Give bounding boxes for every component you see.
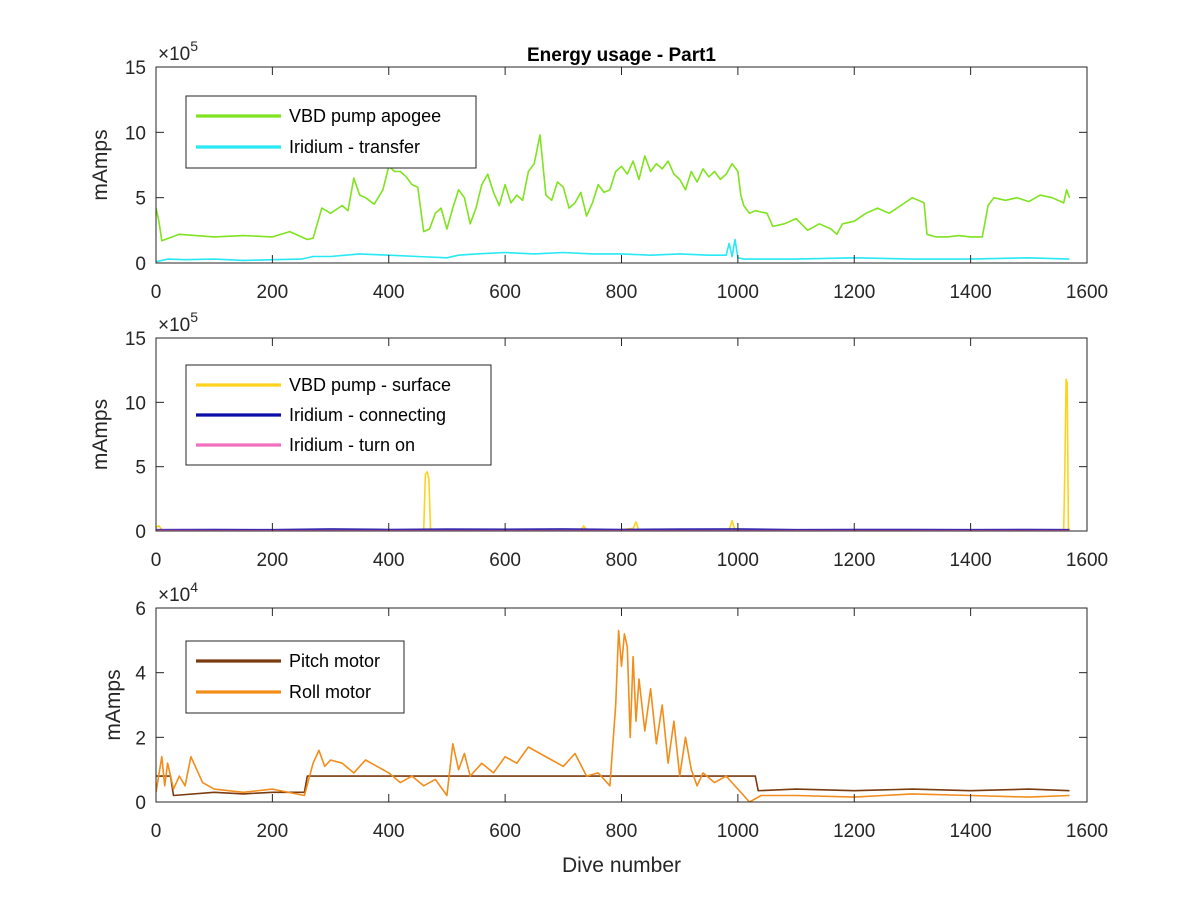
x-tick-label: 1400	[949, 282, 991, 303]
y-tick-label: 2	[135, 728, 146, 749]
x-tick-label: 600	[489, 821, 521, 842]
x-tick-label: 200	[257, 550, 289, 571]
y-exponent-base: ×10	[158, 44, 190, 65]
x-tick-label: 200	[257, 821, 289, 842]
y-tick-label: 6	[135, 599, 146, 620]
y-exponent-label: ×105	[158, 38, 198, 65]
x-tick-label: 600	[489, 550, 521, 571]
x-tick-label: 400	[373, 550, 405, 571]
chart-panel-3: 0 200 400 600 800 1000 1200 1400 16000246×104mAm…	[102, 579, 1108, 877]
series-line-1	[156, 134, 1071, 242]
x-tick-label: 1600	[1066, 282, 1108, 303]
series-group	[156, 134, 1071, 263]
x-tick-label: 1600	[1066, 550, 1108, 571]
legend-label-2: Iridium - transfer	[289, 137, 420, 157]
series-group	[156, 629, 1070, 802]
x-tick-label: 1000	[717, 821, 759, 842]
y-tick-label: 10	[125, 393, 146, 414]
y-exponent-label: ×105	[158, 309, 198, 336]
y-exponent-label: ×104	[158, 579, 198, 606]
series-line-2	[156, 629, 1070, 802]
y-exponent-power: 5	[190, 38, 198, 54]
x-tick-label: 0	[151, 821, 162, 842]
y-tick-label: 0	[135, 522, 146, 543]
legend-box	[185, 95, 477, 169]
x-tick-label: 600	[489, 282, 521, 303]
x-tick-label: 1400	[949, 821, 991, 842]
y-tick-label: 15	[125, 58, 146, 79]
x-tick-label: 1600	[1066, 821, 1108, 842]
y-exponent-power: 5	[190, 309, 198, 325]
y-tick-label: 0	[135, 254, 146, 275]
legend: VBD pump apogee Iridium - transfer	[185, 95, 477, 169]
series-line-2	[156, 238, 1070, 263]
legend: VBD pump - surface Iridium - connecting Ir…	[185, 364, 492, 466]
legend-label-2: Roll motor	[289, 682, 371, 702]
x-tick-label: 200	[257, 282, 289, 303]
legend-label-1: VBD pump - surface	[289, 375, 451, 395]
x-tick-label: 1400	[949, 550, 991, 571]
y-exponent-power: 4	[190, 579, 198, 595]
x-tick-label: 400	[373, 282, 405, 303]
x-tick-label: 1200	[833, 550, 875, 571]
series-line-1	[156, 775, 1070, 797]
y-tick-label: 5	[135, 458, 146, 479]
x-tick-label: 1200	[833, 821, 875, 842]
y-axis-label: mAmps	[89, 399, 112, 470]
legend-box	[185, 640, 405, 714]
x-axis-label: Dive number	[562, 854, 681, 877]
series-line-2	[156, 528, 1070, 531]
x-tick-label: 0	[151, 550, 162, 571]
y-tick-label: 0	[135, 793, 146, 814]
y-tick-label: 5	[135, 189, 146, 210]
x-tick-label: 800	[606, 821, 638, 842]
chart-panel-2: 0 200 400 600 800 1000 1200 1400 1600051015×105m…	[89, 309, 1108, 571]
y-exponent-base: ×10	[158, 585, 190, 606]
y-tick-label: 10	[125, 123, 146, 144]
x-tick-label: 1000	[717, 282, 759, 303]
legend-label-2: Iridium - connecting	[289, 405, 446, 425]
x-tick-label: 0	[151, 282, 162, 303]
x-tick-label: 800	[606, 282, 638, 303]
y-axis-label: mAmps	[89, 129, 112, 200]
chart-panel-1: 0 200 400 600 800 1000 1200 1400 1600051015×105m…	[89, 38, 1108, 303]
legend-label-1: VBD pump apogee	[289, 106, 441, 126]
y-exponent-base: ×10	[158, 315, 190, 336]
x-tick-label: 1200	[833, 282, 875, 303]
chart-title: Energy usage - Part1	[527, 45, 716, 66]
x-tick-label: 1000	[717, 550, 759, 571]
x-tick-label: 400	[373, 821, 405, 842]
legend-label-1: Pitch motor	[289, 651, 380, 671]
x-tick-label: 800	[606, 550, 638, 571]
y-tick-label: 4	[135, 664, 146, 685]
legend: Pitch motor Roll motor	[185, 640, 405, 714]
y-axis-label: mAmps	[102, 669, 125, 740]
legend-label-3: Iridium - turn on	[289, 435, 415, 455]
y-tick-label: 15	[125, 329, 146, 350]
